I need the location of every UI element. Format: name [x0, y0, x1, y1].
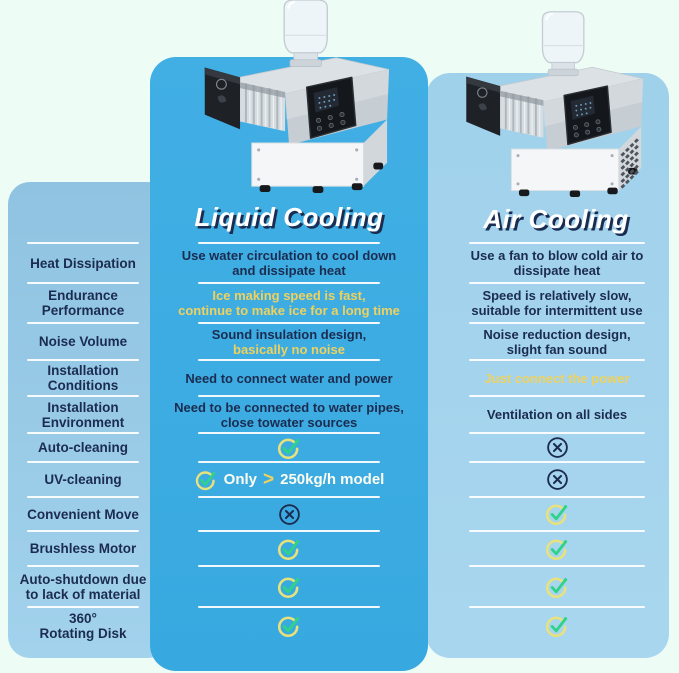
liquid-rotating-disk-cell [150, 607, 428, 645]
air-cooling-machine-image [465, 10, 645, 198]
air-auto-cleaning-cell [442, 433, 672, 462]
liquid-installation-environment-cell: Need to be connected to water pipes, clos… [150, 396, 428, 433]
liquid-convenient-move-cell [150, 497, 428, 531]
liquid-cooling-machine-image [203, 0, 391, 194]
feature-label-uv-cleaning: UV-cleaning [8, 462, 158, 497]
liquid-endurance-cell: Ice making speed is fast, continue to mak… [150, 283, 428, 323]
check-circle-icon [545, 616, 568, 638]
liquid-noise-cell: Sound insulation design, basically no noi… [150, 323, 428, 360]
air-installation-conditions-cell: Just connect the power [442, 360, 672, 396]
check-circle-icon [277, 616, 300, 638]
liquid-brushless-motor-cell [150, 531, 428, 566]
cross-circle-icon [546, 469, 568, 490]
feature-label-brushless-motor: Brushless Motor [8, 531, 158, 566]
check-circle-icon [277, 539, 300, 560]
check-circle-icon [545, 577, 568, 598]
air-cooling-column: Use a fan to blow cold air to dissipate h… [442, 243, 672, 645]
air-noise-cell: Noise reduction design, slight fan sound [442, 323, 672, 360]
air-heat-dissipation-cell: Use a fan to blow cold air to dissipate h… [442, 243, 672, 283]
check-circle-icon [545, 504, 568, 526]
air-convenient-move-cell [442, 497, 672, 531]
feature-labels-column: Heat Dissipation Endurance Performance No… [8, 243, 158, 645]
liquid-installation-conditions-cell: Need to connect water and power [150, 360, 428, 396]
air-cooling-header: Air Cooling [483, 204, 629, 234]
check-circle-icon [545, 539, 568, 560]
feature-label-installation-conditions: Installation Conditions [8, 360, 158, 396]
air-installation-environment-cell: Ventilation on all sides [442, 396, 672, 433]
feature-label-convenient-move: Convenient Move [8, 497, 158, 531]
air-uv-cleaning-cell [442, 462, 672, 497]
liquid-cooling-header: Liquid Cooling [194, 202, 384, 232]
air-brushless-motor-cell [442, 531, 672, 566]
feature-label-auto-cleaning: Auto-cleaning [8, 433, 158, 462]
feature-label-installation-environment: Installation Environment [8, 396, 158, 433]
liquid-auto-shutdown-cell [150, 566, 428, 607]
feature-label-noise-volume: Noise Volume [8, 323, 158, 360]
air-auto-shutdown-cell [442, 566, 672, 607]
feature-label-auto-shutdown: Auto-shutdown due to lack of material [8, 566, 158, 607]
liquid-uv-cleaning-cell: Only > 250kg/h model [150, 462, 428, 497]
air-endurance-cell: Speed is relatively slow, suitable for in… [442, 283, 672, 323]
feature-label-heat-dissipation: Heat Dissipation [8, 243, 158, 283]
liquid-auto-cleaning-cell [150, 433, 428, 462]
cross-circle-icon [278, 503, 300, 525]
feature-label-rotating-disk: 360° Rotating Disk [8, 607, 158, 645]
feature-label-endurance-performance: Endurance Performance [8, 283, 158, 323]
check-circle-icon [195, 470, 216, 490]
check-circle-icon [277, 438, 300, 459]
air-rotating-disk-cell [442, 607, 672, 645]
check-circle-icon [277, 577, 300, 598]
cross-circle-icon [546, 437, 568, 458]
liquid-cooling-column: Use water circulation to cool down and di… [150, 243, 428, 645]
liquid-heat-dissipation-cell: Use water circulation to cool down and di… [150, 243, 428, 283]
